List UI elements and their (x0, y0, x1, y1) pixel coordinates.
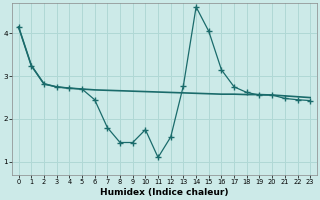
X-axis label: Humidex (Indice chaleur): Humidex (Indice chaleur) (100, 188, 229, 197)
